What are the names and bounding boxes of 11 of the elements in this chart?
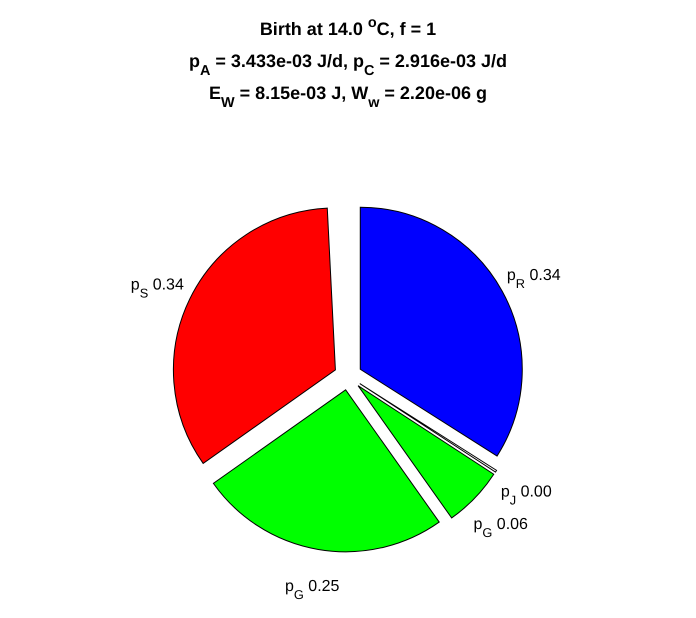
- data-label: 0.00: [516, 484, 552, 501]
- slice-label: p$_{R}$: [506, 266, 526, 290]
- data-label: 0.06: [492, 516, 528, 534]
- slice-label: p$_{G}$: [473, 516, 492, 540]
- slice-label: p$_{G}$: [284, 578, 304, 602]
- data-label: 0.34: [525, 266, 561, 284]
- data-label: 0.25: [304, 578, 340, 595]
- slice-label: p$_{S}$: [130, 276, 148, 300]
- data-label: 0.34: [148, 276, 184, 294]
- slice-label: p$_{J}$: [500, 484, 516, 508]
- chart-title: Birth at 14.0 $^{o}$C, f = 1 p$_{A}$ = 3.433e-03 J/d, p$_{C}$ = 2.916e-03 J/d E$_{W}$ = 8.15e-03 J, W$_{w}$ = 2.20e-06 g: [189, 15, 507, 111]
